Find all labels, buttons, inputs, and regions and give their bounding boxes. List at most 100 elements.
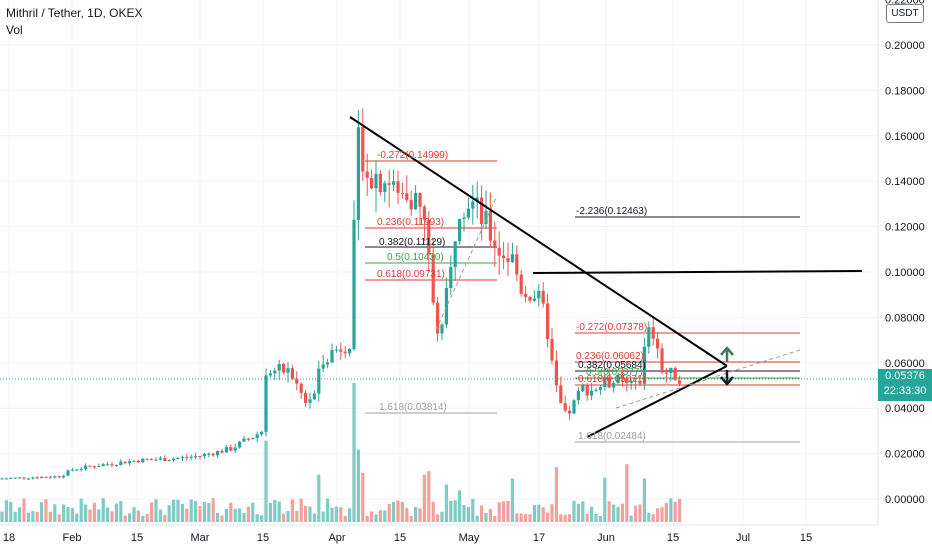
candle bbox=[321, 354, 325, 373]
volume-bar bbox=[409, 515, 413, 522]
volume-bar bbox=[264, 440, 268, 522]
candle bbox=[106, 461, 110, 466]
candle bbox=[57, 475, 61, 479]
candle bbox=[458, 218, 462, 246]
x-tick-label: Feb bbox=[63, 532, 82, 544]
descending-trendline[interactable] bbox=[349, 116, 728, 367]
candle bbox=[9, 477, 13, 479]
volume-bar bbox=[26, 512, 30, 522]
volume-bar bbox=[299, 498, 303, 522]
candle bbox=[471, 184, 475, 225]
fib-level-label: 1.618(0.02484) bbox=[578, 431, 646, 442]
candle bbox=[365, 153, 369, 197]
candle bbox=[642, 337, 646, 391]
volume-bar bbox=[273, 500, 277, 522]
candle bbox=[532, 290, 536, 302]
candle bbox=[440, 323, 444, 341]
volume-bar bbox=[594, 513, 598, 522]
candle bbox=[290, 364, 294, 381]
y-tick-label: 0.00000 bbox=[885, 494, 925, 506]
volume-bar bbox=[66, 507, 70, 522]
candle bbox=[176, 456, 180, 460]
volume-bar bbox=[405, 507, 409, 522]
candle bbox=[317, 360, 321, 402]
candle bbox=[233, 443, 237, 453]
volume-bar bbox=[216, 512, 220, 522]
candle bbox=[277, 359, 281, 381]
horizontal-resistance-line[interactable] bbox=[532, 270, 863, 274]
fib-level-label: -2.236(0.12463) bbox=[576, 206, 647, 217]
y-tick-label: 0.22000 bbox=[885, 0, 925, 7]
candle bbox=[224, 445, 228, 453]
volume-bar bbox=[180, 503, 184, 522]
volume-bar bbox=[453, 500, 457, 522]
candle bbox=[88, 465, 92, 468]
candle bbox=[251, 437, 255, 440]
candle bbox=[590, 383, 594, 401]
fib-level-label: -0.272(0.07378) bbox=[576, 322, 647, 333]
time-axis[interactable]: 18 Feb 15 Mar 15 Apr 15 May 17 Jun 15 Jul 15 bbox=[0, 524, 878, 544]
volume-bar bbox=[189, 499, 193, 522]
fib-level-label: 0.382(0.11129) bbox=[379, 237, 445, 248]
volume-bar bbox=[167, 505, 171, 522]
volume-bar bbox=[497, 502, 501, 522]
candle bbox=[242, 435, 246, 443]
volume-bar bbox=[119, 501, 123, 522]
candle bbox=[207, 452, 211, 458]
candle bbox=[550, 327, 554, 365]
price-axis[interactable]: 0.22000 0.20000 0.18000 0.16000 0.14000 0.120… bbox=[877, 0, 925, 525]
ascending-trendline[interactable] bbox=[586, 365, 728, 438]
volume-bar bbox=[625, 464, 629, 522]
y-tick-label: 0.20000 bbox=[885, 40, 925, 52]
candle bbox=[202, 452, 206, 459]
candle bbox=[607, 367, 611, 389]
candle bbox=[568, 405, 572, 420]
candle bbox=[26, 477, 30, 481]
candle bbox=[97, 463, 101, 468]
candle bbox=[264, 368, 268, 437]
candle bbox=[506, 242, 510, 277]
volume-bar bbox=[515, 513, 519, 522]
volume-bar bbox=[207, 503, 211, 522]
fib-level-label: 0.5(0.05377) bbox=[586, 367, 643, 378]
volume-bar bbox=[400, 501, 404, 522]
y-tick-label: 0.18000 bbox=[885, 85, 925, 97]
volume-bar bbox=[374, 514, 378, 522]
volume-bar bbox=[581, 501, 585, 522]
candle bbox=[44, 476, 48, 478]
candle bbox=[194, 452, 198, 460]
fibonacci-labels: -0.272(0.14999) 0.236(0.11993) 0.382(0.111… bbox=[377, 150, 647, 442]
candle bbox=[268, 369, 272, 378]
volume-bar bbox=[620, 503, 624, 522]
bar-countdown: 22:33:30 bbox=[883, 385, 927, 397]
candle bbox=[673, 366, 677, 381]
volume-bar bbox=[392, 501, 396, 522]
candle bbox=[466, 197, 470, 220]
candle bbox=[312, 390, 316, 401]
candle bbox=[647, 321, 651, 354]
volume-bar bbox=[220, 515, 224, 522]
candle bbox=[502, 241, 506, 269]
y-tick-label: 0.02000 bbox=[885, 449, 925, 461]
fib-level-label: 0.236(0.11993) bbox=[377, 217, 444, 228]
volume-bar bbox=[136, 510, 140, 522]
volume-bar bbox=[172, 499, 176, 522]
volume-bar bbox=[70, 508, 74, 522]
last-price-tag: 0.05376 22:33:30 bbox=[878, 369, 932, 401]
candle bbox=[141, 458, 145, 463]
volume-bar bbox=[656, 508, 660, 522]
last-price-value: 0.05376 bbox=[885, 370, 925, 382]
volume-bar bbox=[576, 503, 580, 522]
candle bbox=[453, 241, 457, 281]
volume-bar bbox=[541, 507, 545, 522]
trendline-drawings[interactable] bbox=[349, 116, 863, 438]
volume-bar bbox=[647, 512, 651, 522]
candle bbox=[145, 458, 149, 461]
volume-bar bbox=[444, 484, 448, 522]
currency-selector[interactable]: USDT bbox=[886, 4, 924, 23]
candle bbox=[392, 169, 396, 192]
volume-bar bbox=[502, 501, 506, 522]
volume-bar bbox=[563, 514, 567, 522]
volume-bar bbox=[427, 471, 431, 522]
